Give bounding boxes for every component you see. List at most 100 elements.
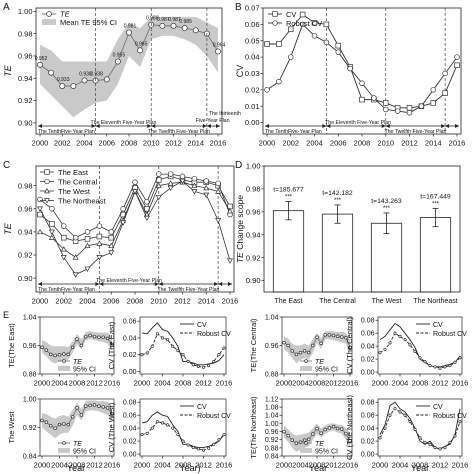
data-point <box>44 178 50 185</box>
data-label: 0.965 <box>135 41 148 47</box>
legend-label: 95% CI <box>315 367 338 374</box>
data-point <box>207 446 211 450</box>
data-point <box>335 42 342 49</box>
data-point <box>171 344 175 348</box>
x-tick-label: 2000 <box>276 379 293 388</box>
y-tick-label: 0.92 <box>265 437 279 444</box>
data-point <box>57 353 62 357</box>
data-point <box>307 350 311 355</box>
y-tick-label: 0.00 <box>123 369 137 376</box>
panel-letter: B <box>235 2 242 13</box>
data-point <box>304 441 308 445</box>
legend-label: The West <box>58 187 91 196</box>
data-point <box>323 333 328 337</box>
data-point <box>48 423 53 428</box>
data-point <box>311 33 318 39</box>
legend-band-swatch <box>300 366 312 371</box>
legend-label: Robust CV <box>197 413 231 420</box>
x-tick-label: 2008 <box>175 379 192 388</box>
data-point <box>294 441 299 445</box>
data-point <box>453 360 457 364</box>
x-tick-label: 2010 <box>377 139 394 148</box>
data-point <box>264 87 270 93</box>
series-line <box>379 332 461 369</box>
data-point <box>406 109 413 116</box>
data-point <box>167 180 174 186</box>
data-point <box>299 21 306 28</box>
data-point <box>448 440 452 444</box>
x-tick-label: 2016 <box>216 461 233 470</box>
data-point <box>88 403 92 408</box>
data-point <box>145 351 149 355</box>
data-point <box>44 420 49 424</box>
data-point <box>84 242 91 249</box>
bar <box>272 210 305 293</box>
data-point <box>383 106 389 113</box>
y-tick-label: 0.06 <box>361 413 375 420</box>
x-tick-label: 2010 <box>143 139 160 148</box>
data-point <box>196 447 200 451</box>
plan-arrowhead <box>214 282 219 286</box>
y-tick-label: 0.02 <box>245 85 260 94</box>
y-tick-label: 1.04 <box>23 314 37 321</box>
legend-label: CV <box>197 404 207 411</box>
y-tick-label: 0.04 <box>245 53 260 62</box>
data-point <box>84 229 91 235</box>
legend-label: TE <box>315 359 324 366</box>
y-axis-label-rest: Change scope <box>235 195 245 250</box>
x-tick-label: 2008 <box>354 139 371 148</box>
data-point <box>413 349 417 353</box>
data-point <box>150 344 154 348</box>
plot-frame <box>263 165 461 293</box>
data-point <box>304 359 308 363</box>
data-point <box>49 206 55 212</box>
data-point <box>108 229 114 235</box>
y-tick-label: 0.92 <box>23 425 37 432</box>
data-point <box>179 178 186 185</box>
y-tick-label: 0.00 <box>361 370 375 377</box>
data-point <box>62 422 66 426</box>
ci-band <box>40 16 218 118</box>
data-point <box>181 353 185 357</box>
data-point <box>418 356 422 360</box>
data-point <box>433 365 437 369</box>
x-tick-label: 2012 <box>325 379 342 388</box>
ci-band <box>284 331 350 364</box>
y-tick-label: 0.08 <box>123 400 137 407</box>
plot-frame <box>377 398 463 457</box>
plan-arrowhead <box>206 124 211 128</box>
y-tick-label: 0.02 <box>123 439 137 446</box>
legend-band-swatch <box>42 19 56 25</box>
data-point <box>288 26 294 33</box>
data-label: 0.952 <box>35 56 48 62</box>
x-tick-label: 2012 <box>86 461 103 470</box>
data-point <box>186 443 190 447</box>
x-tick-label: 2016 <box>210 139 227 148</box>
ci-band <box>42 400 112 439</box>
x-category-label: The West <box>372 298 402 305</box>
data-point <box>70 83 77 90</box>
y-tick-label: 0.90 <box>18 118 33 127</box>
plan-arrowhead <box>91 124 96 128</box>
legend-label: CV <box>197 322 207 329</box>
x-tick-label: 2010 <box>150 297 167 306</box>
data-point <box>181 439 185 443</box>
data-point <box>62 359 66 363</box>
data-point <box>288 54 294 60</box>
legend-label: The Northeast <box>58 197 106 206</box>
data-point <box>145 431 149 435</box>
data-point <box>453 434 457 438</box>
data-point <box>72 234 79 241</box>
data-point <box>282 340 286 345</box>
data-point <box>212 442 216 446</box>
data-point <box>37 196 43 203</box>
data-point <box>159 22 166 29</box>
x-tick-label: 2014 <box>425 139 442 148</box>
data-point <box>227 258 233 264</box>
data-label: 0.964 <box>213 42 226 48</box>
data-point <box>88 333 92 338</box>
data-point <box>191 189 198 195</box>
